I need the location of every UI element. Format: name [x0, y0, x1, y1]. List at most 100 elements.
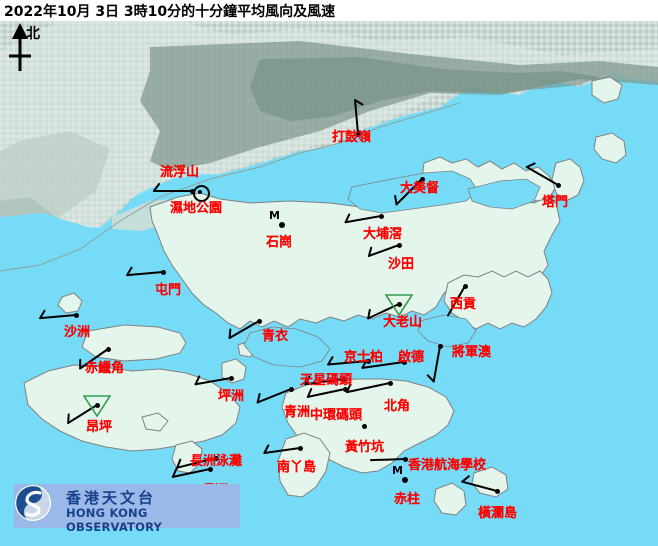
station-label-green-island: 青洲: [284, 405, 311, 420]
station-label-tsing-yi: 青衣: [262, 329, 289, 344]
wind-barb-kai-tak: [361, 359, 405, 369]
north-label: 北: [26, 26, 40, 42]
station-dot-icon: [343, 387, 348, 392]
page-title: 2022年10月 3日 3時10分的十分鐘平均風向及風速: [4, 4, 336, 20]
pennant-50kt-tates-cairn: [384, 294, 414, 317]
station-label-tap-mun: 塔門: [542, 195, 569, 210]
wind-barb-hk-sea-school: [370, 458, 406, 462]
wind-barb-cheung-chau-beach: [176, 457, 217, 469]
station-label-lamma-island: 南丫島: [277, 460, 317, 475]
station-dot-icon: [397, 302, 402, 307]
wind-barb-central-pier: [306, 388, 346, 398]
station-label-cheung-chau-beach: 長洲泳灘: [190, 454, 243, 469]
station-dot-icon: [362, 424, 367, 429]
missing-data-marker: M: [392, 464, 403, 477]
station-label-hk-sea-school: 香港航海學校: [408, 458, 487, 473]
station-label-waglan-island: 橫瀾島: [478, 506, 518, 521]
station-label-tai-mei-tuk: 大美督: [400, 181, 440, 196]
station-dot-icon: [257, 319, 262, 324]
station-dot-icon: [214, 456, 219, 461]
station-label-ta-kwu-ling: 打鼓嶺: [332, 130, 372, 145]
station-dot-icon: [74, 313, 79, 318]
station-dot-icon: [397, 243, 402, 248]
station-dot-icon: [95, 403, 100, 408]
wind-barbs-layer: [39, 99, 559, 492]
station-dot-icon: [438, 344, 443, 349]
station-label-wong-chuk-hang: 黃竹坑: [345, 440, 385, 455]
station-label-shek-kong: 石崗: [266, 235, 293, 250]
station-label-sha-chau: 沙洲: [64, 325, 91, 340]
wind-barb-sha-chau: [39, 309, 77, 320]
station-dot-icon: [366, 359, 371, 364]
wind-barb-tseung-kwan-o: [426, 345, 441, 383]
north-arrow-icon: [9, 23, 31, 71]
station-dot-icon: [208, 467, 213, 472]
station-dot-icon: [403, 457, 408, 462]
inland-waters: [243, 170, 541, 368]
station-label-north-point: 北角: [384, 399, 411, 414]
station-dot-icon: [495, 489, 500, 494]
station-dot-icon: [161, 270, 166, 275]
wind-barb-kings-park: [327, 356, 369, 366]
station-label-kings-park: 京士柏: [344, 350, 384, 365]
wind-barb-tuen-mun: [126, 266, 164, 277]
station-label-tseung-kwan-o: 將軍澳: [452, 345, 492, 360]
missing-data-marker: M: [269, 209, 280, 222]
station-label-tuen-mun: 屯門: [155, 283, 182, 298]
station-dot-icon: [298, 446, 303, 451]
wind-barb-star-ferry: [304, 375, 344, 386]
station-label-sha-tin: 沙田: [388, 257, 415, 272]
wind-barb-tap-mun: [525, 162, 559, 186]
wind-barb-tsing-yi: [228, 320, 260, 339]
station-label-central-pier: 中環碼頭: [310, 408, 363, 423]
station-dot-icon: [289, 387, 294, 392]
wind-barb-tai-po-kau: [344, 213, 382, 224]
station-dot-icon: [402, 360, 407, 365]
pennant-50kt-ngong-ping: [82, 395, 112, 418]
logo-english-text: HONG KONG OBSERVATORY: [66, 506, 163, 534]
station-dot-icon: [379, 214, 384, 219]
station-dot-icon: [463, 284, 468, 289]
station-label-sai-kung: 西貢: [450, 297, 477, 312]
station-dot-icon: [356, 132, 361, 137]
title-bar: 2022年10月 3日 3時10分的十分鐘平均風向及風速: [0, 0, 658, 21]
station-dot-icon: [341, 377, 346, 382]
station-dot-icon: [420, 177, 425, 182]
wind-barb-sha-tin: [367, 244, 400, 257]
map-geography: [0, 21, 658, 546]
station-dot-icon: [190, 189, 195, 194]
wind-barb-lamma-island: [263, 444, 301, 455]
wind-barb-cheung-chau: [171, 468, 211, 478]
wind-barb-waglan-island: [461, 475, 498, 492]
wind-barb-north-point: [345, 382, 391, 394]
calm-marker-icon: [193, 185, 210, 202]
station-label-chek-lap-kok: 赤鱲角: [85, 361, 125, 376]
station-label-tai-po-kau: 大埔滘: [363, 227, 403, 242]
station-label-peng-chau: 坪洲: [218, 389, 245, 404]
hko-logo: 香港天文台 HONG KONG OBSERVATORY: [14, 484, 240, 534]
station-dot-icon: [106, 347, 111, 352]
logo-chinese-text: 香港天文台: [66, 489, 157, 507]
wind-barb-lau-fau-shan: [153, 183, 193, 192]
station-label-ngong-ping: 昂坪: [86, 420, 113, 435]
station-label-wetland-park: 濕地公園: [170, 201, 223, 216]
station-label-kai-tak: 啟德: [398, 350, 425, 365]
wind-barb-chek-lap-kok: [79, 348, 109, 370]
map-canvas[interactable]: 北 打鼓嶺流浮山濕地公園 M 石崗 大美督塔門大埔滘沙田西貢 屯門沙洲赤鱲角 青衣坪洲昂坪…: [0, 21, 658, 546]
wind-barb-ta-kwu-ling: [354, 99, 364, 135]
station-label-lau-fau-shan: 流浮山: [160, 165, 200, 180]
station-dot-icon: [229, 376, 234, 381]
station-label-star-ferry: 天星碼頭: [300, 373, 353, 388]
station-dot-icon: [388, 381, 393, 386]
wind-barb-tai-mei-tuk: [394, 178, 423, 206]
hong-kong-land: [23, 76, 627, 516]
station-label-tates-cairn: 大老山: [383, 315, 423, 330]
wind-barb-sai-kung: [447, 285, 466, 317]
wind-barb-peng-chau: [194, 375, 232, 386]
station-dot-icon: [556, 183, 561, 188]
station-dot-icon: [402, 477, 408, 483]
wind-barb-green-island: [256, 388, 292, 404]
station-dot-icon: [279, 222, 285, 228]
station-label-stanley: 赤柱: [394, 492, 421, 507]
